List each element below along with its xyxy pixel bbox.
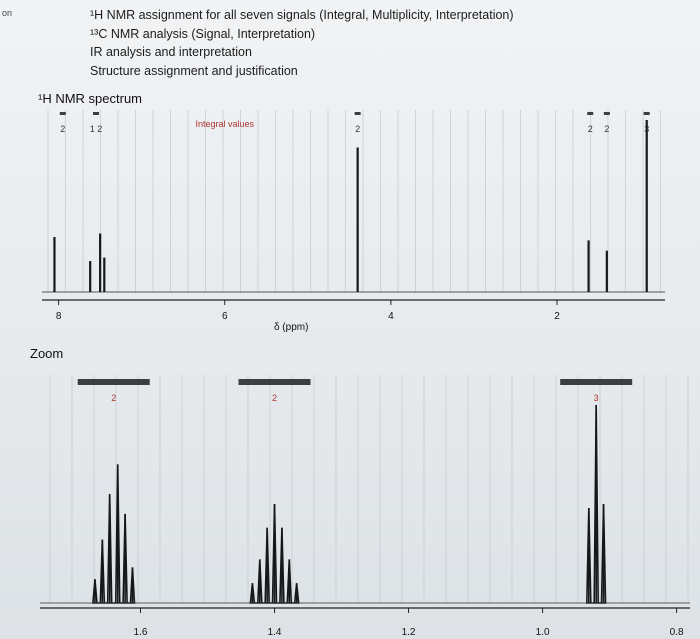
task-item-structure: Structure assignment and justification [90, 63, 298, 78]
integral-bar [59, 112, 66, 115]
x-tick-label: 4 [388, 311, 394, 322]
zoom-x-tick-label: 1.4 [268, 627, 282, 638]
zoom-x-tick-label: 1.0 [536, 627, 550, 638]
integral-value: 3 [644, 124, 649, 134]
task-item-1h-nmr: ¹H NMR assignment for all seven signals … [90, 8, 514, 22]
integral-value: 2 [604, 124, 609, 134]
zoom-integral-bar [238, 379, 311, 385]
spectrum-title: ¹H NMR spectrum [38, 91, 143, 106]
zoom-integral-value: 2 [111, 393, 116, 403]
x-tick-label: 2 [554, 311, 560, 322]
integral-value: 1 2 [90, 124, 103, 134]
integral-value: 2 [588, 124, 593, 134]
zoom-x-tick-label: 1.6 [134, 627, 148, 638]
task-list: ¹H NMR assignment for all seven signals … [90, 6, 514, 80]
x-tick-label: 6 [222, 311, 228, 322]
x-tick-label: 8 [56, 311, 62, 322]
integral-bar [354, 112, 361, 115]
integral-bar [92, 112, 99, 115]
integral-value: 2 [60, 124, 65, 134]
integral-bar [643, 112, 650, 115]
integral-bar [587, 112, 594, 115]
multiplet-trace [92, 464, 136, 604]
integral-bar [603, 112, 610, 115]
x-axis-title: δ (ppm) [274, 322, 308, 333]
side-tab-label: on [2, 8, 13, 18]
zoom-x-tick-label: 0.8 [670, 627, 684, 638]
zoom-title: Zoom [30, 346, 64, 361]
integral-values-label: Integral values [195, 119, 254, 129]
zoom-integral-value: 3 [594, 393, 599, 403]
zoom-integral-value: 2 [272, 393, 277, 403]
task-item-13c-nmr: ¹³C NMR analysis (Signal, Interpretation… [90, 26, 316, 41]
zoom-integral-bar [560, 379, 633, 385]
zoom-x-tick-label: 1.2 [402, 627, 416, 638]
zoom-integral-bar [77, 379, 150, 385]
task-item-ir: IR analysis and interpretation [90, 45, 252, 59]
integral-value: 2 [355, 124, 360, 134]
